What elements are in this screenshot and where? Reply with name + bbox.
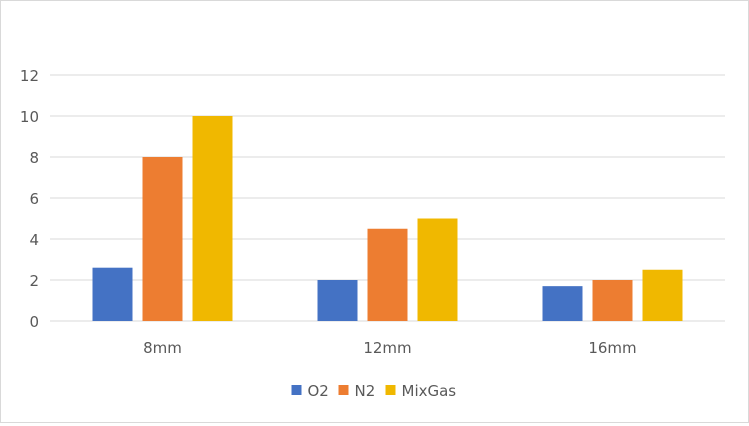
legend-swatch-mixgas — [385, 385, 396, 395]
x-tick-label: 8mm — [143, 339, 182, 357]
legend-label-n2: N2 — [355, 382, 376, 400]
bar-mixgas-8mm — [192, 116, 233, 321]
bar-o2-12mm — [317, 280, 358, 321]
bar-n2-8mm — [142, 157, 183, 321]
bar-o2-8mm — [92, 267, 133, 321]
x-tick-label: 12mm — [363, 339, 411, 357]
y-tick-label: 4 — [29, 231, 39, 249]
legend-label-o2: O2 — [308, 382, 329, 400]
y-tick-label: 2 — [29, 272, 39, 290]
bar-mixgas-12mm — [417, 218, 458, 321]
y-tick-label: 10 — [20, 108, 39, 126]
bar-mixgas-16mm — [642, 269, 683, 321]
legend-label-mixgas: MixGas — [402, 382, 457, 400]
legend-swatch-n2 — [338, 385, 349, 395]
bar-o2-16mm — [542, 286, 583, 321]
bar-n2-16mm — [592, 280, 633, 321]
x-tick-label: 16mm — [588, 339, 636, 357]
y-tick-label: 6 — [29, 190, 39, 208]
legend-swatch-o2 — [291, 385, 302, 395]
y-tick-label: 0 — [29, 313, 39, 331]
y-tick-label: 8 — [29, 149, 39, 167]
bar-n2-12mm — [367, 228, 408, 321]
y-tick-label: 12 — [20, 67, 39, 85]
